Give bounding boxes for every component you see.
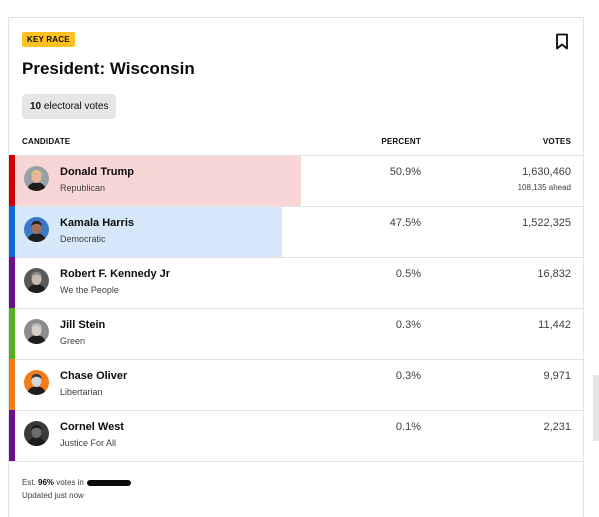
candidate-party: Democratic — [60, 234, 106, 244]
vote-share-bar — [9, 207, 282, 257]
party-color-stripe — [9, 410, 15, 461]
candidate-votes: 9,971 — [543, 370, 571, 382]
candidate-name: Donald Trump — [60, 166, 134, 178]
estimate-suffix: votes in — [56, 478, 84, 487]
updated-status: Updated just now — [22, 491, 84, 500]
party-color-stripe — [9, 155, 15, 206]
candidate-percent: 0.5% — [395, 268, 421, 280]
estimate-prefix: Est. — [22, 478, 36, 487]
candidate-avatar — [24, 370, 49, 395]
party-color-stripe — [9, 257, 15, 308]
candidate-avatar — [24, 217, 49, 242]
party-color-stripe — [9, 308, 15, 359]
candidate-avatar — [24, 166, 49, 191]
candidate-avatar — [24, 319, 49, 344]
race-card: KEY RACE President: Wisconsin 10 elector… — [8, 17, 584, 517]
candidate-party: We the People — [60, 285, 119, 295]
party-color-stripe — [9, 359, 15, 410]
candidate-row: Chase Oliver Libertarian 0.3% 9,971 — [9, 359, 583, 410]
candidate-votes: 16,832 — [537, 268, 571, 280]
column-header-votes: VOTES — [542, 137, 571, 146]
candidate-avatar — [24, 421, 49, 446]
vote-share-bar — [9, 156, 302, 206]
bookmark-icon[interactable] — [555, 33, 569, 50]
candidate-name: Chase Oliver — [60, 370, 128, 382]
candidate-percent: 47.5% — [389, 217, 421, 229]
key-race-badge: KEY RACE — [22, 32, 75, 47]
candidate-votes: 1,522,325 — [522, 217, 571, 229]
party-color-stripe — [9, 206, 15, 257]
candidate-percent: 0.1% — [395, 421, 421, 433]
candidate-percent: 0.3% — [395, 370, 421, 382]
race-title: President: Wisconsin — [22, 59, 195, 78]
column-header-percent: PERCENT — [381, 137, 421, 146]
candidate-votes: 1,630,460 — [522, 166, 571, 178]
candidate-name: Robert F. Kennedy Jr — [60, 268, 171, 280]
candidate-party: Republican — [60, 183, 106, 193]
candidate-percent: 50.9% — [389, 166, 421, 178]
candidate-row: Kamala Harris Democratic 47.5% 1,522,325 — [9, 206, 583, 257]
candidate-row: Cornel West Justice For All 0.1% 2,231 — [9, 410, 583, 461]
results-table: Donald Trump Republican 50.9% 1,630,460 108,… — [9, 155, 583, 462]
candidate-name: Jill Stein — [60, 319, 106, 331]
candidate-row: Jill Stein Green 0.3% 11,442 — [9, 308, 583, 359]
candidate-name: Kamala Harris — [60, 217, 134, 229]
table-divider — [9, 461, 583, 462]
scrollbar-edge[interactable] — [593, 375, 599, 441]
results-footer: Est. 96% votes in Updated just now — [22, 476, 131, 502]
candidate-avatar — [24, 268, 49, 293]
candidate-percent: 0.3% — [395, 319, 421, 331]
candidate-votes: 2,231 — [543, 421, 571, 433]
candidate-votes: 11,442 — [538, 319, 571, 331]
candidate-row: Donald Trump Republican 50.9% 1,630,460 108,… — [9, 155, 583, 206]
estimate-value: 96% — [38, 478, 55, 487]
candidate-party: Green — [60, 336, 86, 346]
candidate-name: Cornel West — [60, 421, 124, 433]
candidate-party: Libertarian — [60, 387, 103, 397]
results-table-header: CANDIDATE PERCENT VOTES — [9, 137, 583, 155]
electoral-votes-label: electoral votes — [43, 101, 109, 112]
votes-in-estimate: Est. 96% votes in — [22, 476, 131, 489]
electoral-votes-count: 10 — [30, 101, 42, 112]
electoral-votes-pill: 10 electoral votes — [22, 94, 117, 119]
candidate-row: Robert F. Kennedy Jr We the People 0.5% 16,… — [9, 257, 583, 308]
candidate-lead-margin: 108,135 ahead — [517, 183, 571, 192]
redacted-block — [86, 479, 131, 486]
candidate-party: Justice For All — [60, 438, 117, 448]
column-header-candidate: CANDIDATE — [22, 137, 71, 146]
